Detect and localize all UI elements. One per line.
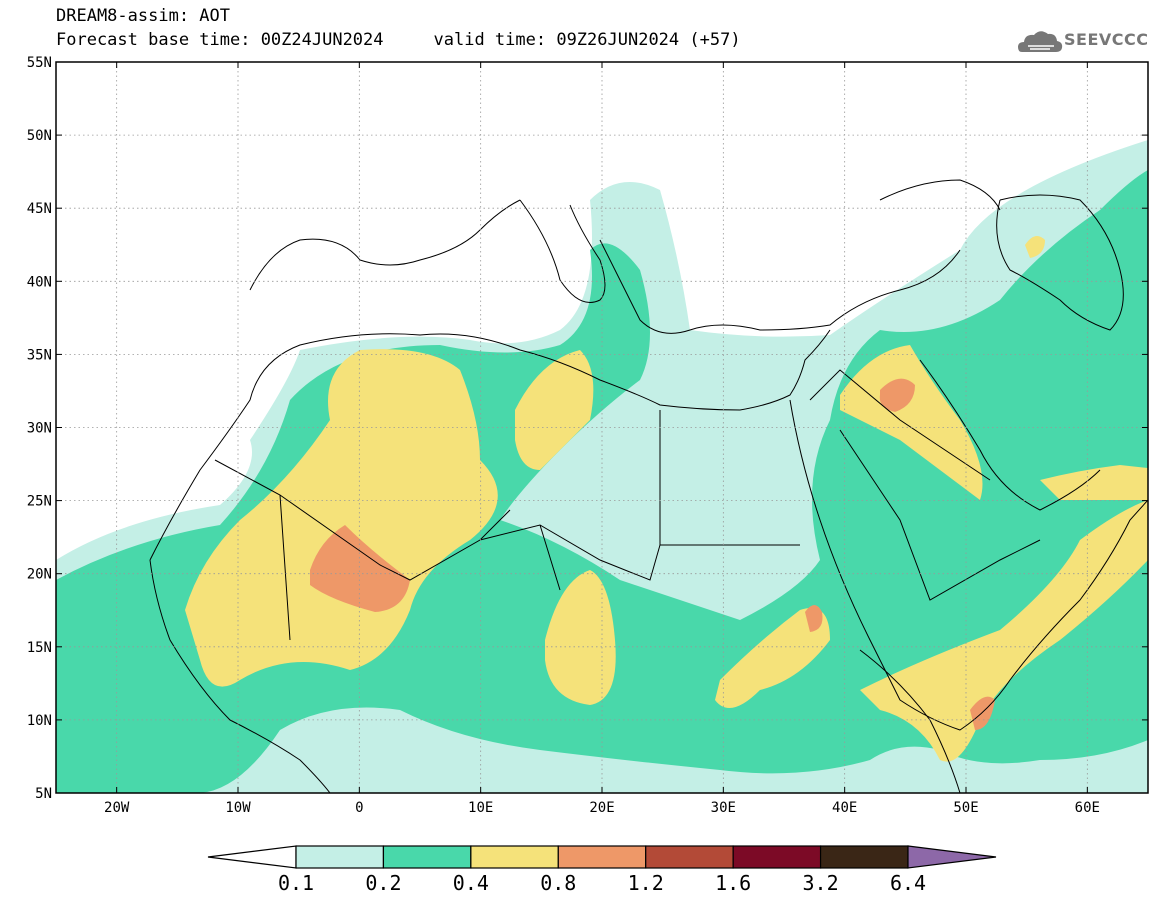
axes: 20W 10W 0 10E 20E 30E 40E 50E 60E 55N 50N 45N 40N 35N… — [27, 55, 1148, 816]
logo-text: SEEVCCC — [1064, 30, 1149, 49]
colorbar-label: 3.2 — [803, 871, 839, 895]
x-tick-label: 0 — [355, 800, 363, 816]
coast-west-africa — [149, 559, 331, 793]
coast-red-sea-arabia — [789, 399, 1148, 731]
x-tick-label: 20E — [589, 800, 614, 816]
colorbar: 0.1 0.2 0.4 0.8 1.2 1.6 3.2 6.4 — [207, 845, 997, 895]
aot-contour-0.8-somalia — [970, 696, 995, 730]
x-tick-label: 10W — [225, 800, 251, 816]
aot-contour-0.4-yemen-somalia — [860, 500, 1148, 762]
colorbar-high-arrow — [907, 845, 997, 869]
colorbar-segment — [645, 845, 734, 869]
country-borders — [214, 369, 1041, 641]
x-tick-label: 60E — [1075, 800, 1100, 816]
coast-italy — [519, 199, 606, 303]
aot-contour-0.4-sahara — [185, 349, 498, 687]
colorbar-segment — [470, 845, 559, 869]
colorbar-segment — [382, 845, 472, 869]
coast-black-sea — [879, 179, 1001, 211]
colorbar-label: 1.6 — [715, 871, 751, 895]
valid-time: valid time: 09Z26JUN2024 (+57) — [433, 30, 741, 50]
x-tick-label: 20W — [104, 800, 130, 816]
y-tick-label: 45N — [27, 201, 52, 217]
y-tick-label: 25N — [27, 494, 52, 510]
aot-contour-0.8-eritrea — [805, 605, 823, 632]
colorbar-segment — [295, 845, 385, 869]
x-tick-label: 30E — [711, 800, 736, 816]
coast-caspian — [996, 194, 1124, 331]
colorbar-label: 0.4 — [453, 871, 489, 895]
colorbar-label: 6.4 — [890, 871, 926, 895]
aot-contour-0.4-libya — [515, 350, 594, 470]
colorbar-label: 0.8 — [540, 871, 576, 895]
colorbar-label: 0.1 — [278, 871, 314, 895]
colorbar-segment — [557, 845, 647, 869]
x-tick-label: 10E — [468, 800, 493, 816]
aot-contour-0.8-mali — [310, 525, 410, 612]
coast-gulf — [919, 359, 1101, 511]
aot-contour-0.8-iraq — [879, 378, 915, 412]
forecast-base-time: Forecast base time: 00Z24JUN2024 — [56, 30, 384, 50]
y-tick-label: 55N — [27, 55, 52, 71]
y-tick-label: 30N — [27, 421, 52, 437]
colorbar-low-arrow — [207, 845, 297, 869]
coast-balkans-turkey — [599, 239, 961, 334]
map-subtitle: Forecast base time: 00Z24JUN2024 valid ti… — [56, 30, 741, 50]
aot-contour-0.4-caspian — [1025, 236, 1045, 258]
x-tick-label: 50E — [953, 800, 978, 816]
y-tick-label: 35N — [27, 347, 52, 363]
cloud-logo-icon — [1018, 31, 1063, 52]
aot-contour-0.4-chad — [545, 570, 616, 705]
y-tick-label: 50N — [27, 128, 52, 144]
y-tick-label: 15N — [27, 640, 52, 656]
aot-field — [56, 140, 1148, 793]
colorbar-label: 0.2 — [365, 871, 401, 895]
aot-contour-0.4-sudan — [715, 608, 830, 708]
colorbar-segment — [819, 845, 909, 869]
aot-contour-0.4-east-arabia — [1040, 465, 1148, 500]
y-tick-label: 5N — [35, 786, 52, 802]
colorbar-label: 1.2 — [628, 871, 664, 895]
colorbar-segment — [732, 845, 822, 869]
y-tick-label: 10N — [27, 713, 52, 729]
map-title: DREAM8-assim: AOT — [56, 6, 230, 26]
x-tick-label: 40E — [832, 800, 857, 816]
y-tick-label: 40N — [27, 274, 52, 290]
aot-contour-0.4-arabia — [840, 345, 983, 500]
y-tick-label: 20N — [27, 567, 52, 583]
